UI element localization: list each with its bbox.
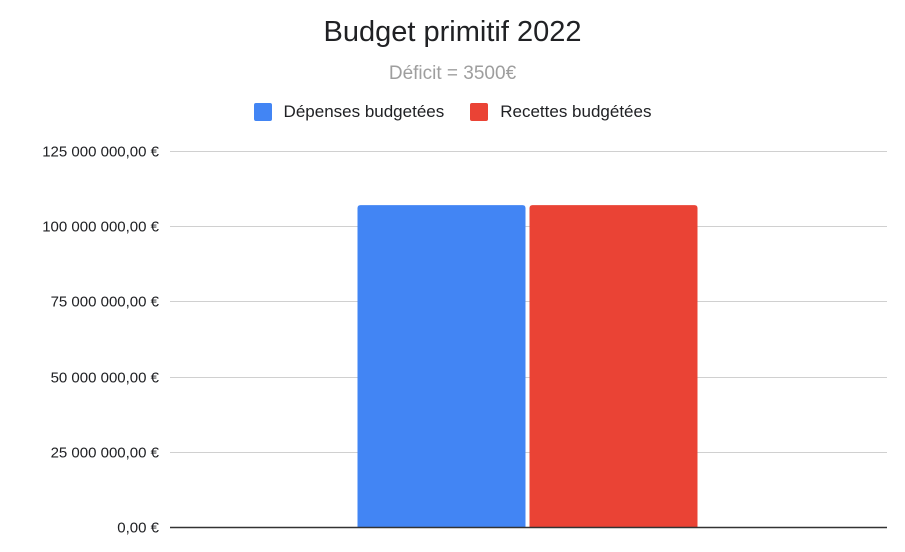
legend-label-recettes: Recettes budgétées — [500, 102, 652, 121]
legend-swatch-recettes — [470, 103, 489, 121]
y-tick-label: 125 000 000,00 € — [42, 144, 159, 161]
chart-subtitle: Déficit = 3500€ — [388, 63, 517, 84]
chart-title: Budget primitif 2022 — [323, 16, 582, 48]
y-tick-label: 100 000 000,00 € — [42, 219, 159, 236]
legend: Dépenses budgetées Recettes budgétées — [0, 102, 905, 122]
legend-swatch-depenses — [253, 103, 272, 121]
y-tick-label: 50 000 000,00 € — [51, 370, 160, 387]
y-tick-label: 0,00 € — [117, 520, 159, 537]
bar-depenses — [357, 205, 526, 528]
legend-label-depenses: Dépenses budgetées — [283, 102, 445, 121]
y-tick-label: 75 000 000,00 € — [51, 294, 160, 311]
legend-item-recettes[interactable]: Recettes budgétées — [470, 102, 651, 122]
legend-item-depenses[interactable]: Dépenses budgetées — [253, 102, 445, 122]
y-tick-label: 25 000 000,00 € — [51, 445, 160, 462]
bar-recettes — [529, 205, 698, 528]
